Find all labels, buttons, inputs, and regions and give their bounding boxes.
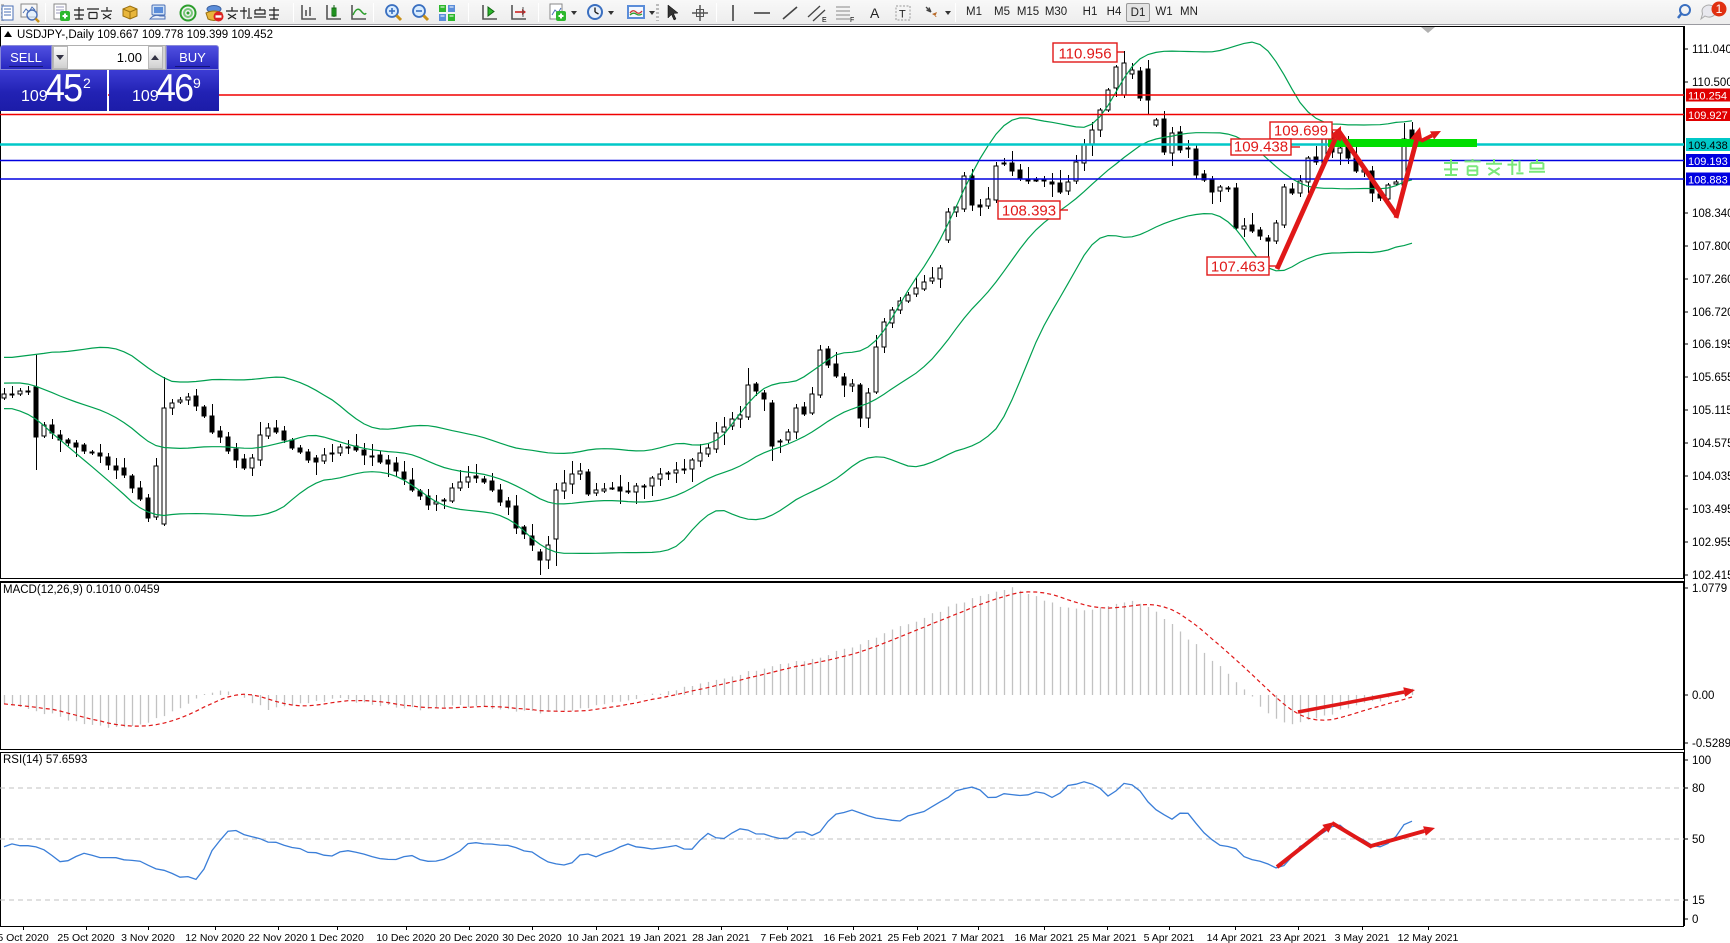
svg-text:105.655: 105.655 bbox=[1692, 372, 1730, 384]
svg-text:A: A bbox=[870, 5, 880, 21]
svg-text:110.254: 110.254 bbox=[1688, 91, 1727, 103]
svg-text:0: 0 bbox=[1692, 914, 1698, 926]
svg-text:80: 80 bbox=[1692, 783, 1705, 795]
svg-text:22 Nov 2020: 22 Nov 2020 bbox=[248, 932, 308, 943]
svg-text:100: 100 bbox=[1692, 755, 1711, 767]
svg-text:10 Jan 2021: 10 Jan 2021 bbox=[567, 932, 625, 943]
svg-text:111.040: 111.040 bbox=[1692, 44, 1730, 56]
svg-text:110.956: 110.956 bbox=[1058, 46, 1111, 63]
svg-text:15: 15 bbox=[1692, 895, 1705, 907]
svg-text:MACD(12,26,9) 0.1010 0.0459: MACD(12,26,9) 0.1010 0.0459 bbox=[3, 584, 160, 596]
svg-text:16 Feb 2021: 16 Feb 2021 bbox=[824, 932, 883, 943]
svg-text:RSI(14) 57.6593: RSI(14) 57.6593 bbox=[3, 754, 87, 766]
svg-text:107.800: 107.800 bbox=[1692, 241, 1730, 253]
svg-text:106.195: 106.195 bbox=[1692, 339, 1730, 351]
svg-text:14 Apr 2021: 14 Apr 2021 bbox=[1207, 932, 1264, 943]
svg-text:1.0779: 1.0779 bbox=[1692, 583, 1727, 595]
svg-text:108.340: 108.340 bbox=[1692, 208, 1730, 220]
svg-text:104.035: 104.035 bbox=[1692, 471, 1730, 483]
svg-text:3 Nov 2020: 3 Nov 2020 bbox=[121, 932, 175, 943]
svg-text:28 Jan 2021: 28 Jan 2021 bbox=[692, 932, 750, 943]
svg-text:E: E bbox=[822, 17, 827, 23]
svg-text:50: 50 bbox=[1692, 834, 1705, 846]
svg-text:-0.5289: -0.5289 bbox=[1692, 738, 1730, 750]
svg-text:5 Oct 2020: 5 Oct 2020 bbox=[0, 932, 49, 943]
svg-text:30 Dec 2020: 30 Dec 2020 bbox=[502, 932, 562, 943]
svg-text:103.495: 103.495 bbox=[1692, 504, 1730, 516]
svg-text:110.500: 110.500 bbox=[1692, 77, 1730, 89]
svg-text:F: F bbox=[850, 17, 854, 23]
svg-text:12 May 2021: 12 May 2021 bbox=[1398, 932, 1459, 943]
svg-text:23 Apr 2021: 23 Apr 2021 bbox=[1270, 932, 1327, 943]
svg-text:19 Jan 2021: 19 Jan 2021 bbox=[629, 932, 687, 943]
svg-text:107.260: 107.260 bbox=[1692, 274, 1730, 286]
svg-text:109.699: 109.699 bbox=[1274, 123, 1328, 140]
svg-text:7 Mar 2021: 7 Mar 2021 bbox=[951, 932, 1004, 943]
svg-text:12 Nov 2020: 12 Nov 2020 bbox=[185, 932, 245, 943]
svg-text:109.193: 109.193 bbox=[1688, 156, 1728, 168]
svg-text:10 Dec 2020: 10 Dec 2020 bbox=[376, 932, 436, 943]
svg-text:104.575: 104.575 bbox=[1692, 438, 1730, 450]
svg-text:105.115: 105.115 bbox=[1692, 405, 1730, 417]
svg-text:109.438: 109.438 bbox=[1234, 139, 1288, 156]
svg-text:3 May 2021: 3 May 2021 bbox=[1335, 932, 1390, 943]
svg-text:T: T bbox=[899, 8, 906, 20]
svg-text:109.927: 109.927 bbox=[1688, 110, 1728, 122]
svg-text:109.438: 109.438 bbox=[1688, 140, 1728, 152]
svg-text:102.955: 102.955 bbox=[1692, 537, 1730, 549]
svg-text:USDJPY-,Daily 109.667 109.778: USDJPY-,Daily 109.667 109.778 109.399 10… bbox=[17, 29, 273, 41]
svg-text:25 Feb 2021: 25 Feb 2021 bbox=[888, 932, 947, 943]
svg-text:108.883: 108.883 bbox=[1688, 175, 1728, 187]
svg-text:25 Oct 2020: 25 Oct 2020 bbox=[57, 932, 114, 943]
svg-text:0.00: 0.00 bbox=[1692, 690, 1714, 702]
svg-text:25 Mar 2021: 25 Mar 2021 bbox=[1078, 932, 1137, 943]
svg-text:5 Apr 2021: 5 Apr 2021 bbox=[1144, 932, 1195, 943]
svg-text:102.415: 102.415 bbox=[1692, 570, 1730, 582]
svg-text:7 Feb 2021: 7 Feb 2021 bbox=[760, 932, 813, 943]
svg-text:106.720: 106.720 bbox=[1692, 307, 1730, 319]
svg-text:20 Dec 2020: 20 Dec 2020 bbox=[439, 932, 499, 943]
svg-text:1 Dec 2020: 1 Dec 2020 bbox=[310, 932, 364, 943]
svg-text:107.463: 107.463 bbox=[1211, 259, 1265, 276]
svg-text:1: 1 bbox=[1716, 2, 1723, 16]
svg-text:108.393: 108.393 bbox=[1002, 203, 1056, 220]
svg-text:16 Mar 2021: 16 Mar 2021 bbox=[1015, 932, 1074, 943]
